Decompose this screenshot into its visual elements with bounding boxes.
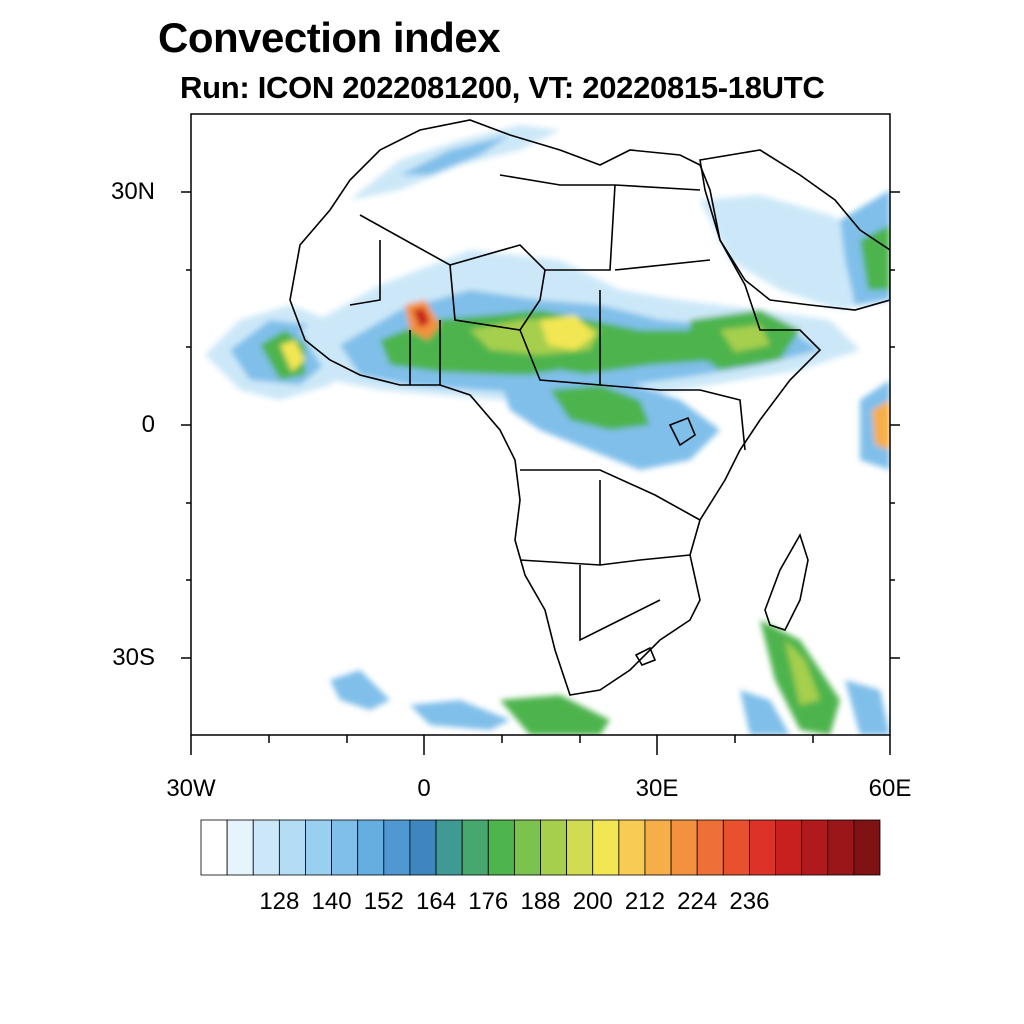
- colorbar-swatch-23: [801, 819, 829, 876]
- colorbar-label-188: 188: [520, 888, 561, 915]
- colorbar-swatch-5: [331, 819, 359, 876]
- field-se-streak-2: [845, 680, 890, 735]
- colorbar-swatch-9: [435, 819, 463, 876]
- colorbar-swatch-22: [775, 819, 803, 876]
- field-madagascar-south-warm: [785, 640, 820, 705]
- field-north-streak-2: [400, 135, 510, 175]
- y-tick-label-0: 0: [141, 411, 155, 438]
- border-3: [499, 174, 701, 191]
- plot-subtitle: Run: ICON 2022081200, VT: 20220815-18UTC: [180, 70, 825, 105]
- colorbar-label-176: 176: [468, 888, 509, 915]
- plot-title: Convection index: [158, 14, 501, 61]
- colorbar-swatch-24: [827, 819, 855, 876]
- field-south-atlantic-2: [410, 700, 510, 730]
- colorbar-swatch-20: [722, 819, 750, 876]
- colorbar-label-224: 224: [677, 888, 718, 915]
- y-tick-label-30n: 30N: [110, 178, 155, 205]
- colorbar-swatch-4: [305, 819, 332, 876]
- colorbar-swatch-15: [592, 819, 620, 876]
- colorbar-swatch-13: [540, 819, 568, 876]
- x-tick-label-0: 0: [417, 775, 431, 802]
- y-axis-ticks: [181, 191, 900, 659]
- colorbar-label-128: 128: [259, 888, 300, 915]
- lake-victoria: [668, 416, 696, 447]
- arabia-coast: [699, 149, 890, 311]
- x-tick-label-30e: 30E: [635, 775, 679, 802]
- colorbar-swatch-16: [618, 819, 646, 876]
- colorbar-swatch-1: [226, 819, 254, 876]
- field-oman-core: [860, 225, 890, 290]
- colorbar: [200, 819, 881, 876]
- x-tick-label-60e: 60E: [868, 775, 912, 802]
- colorbar-swatch-8: [409, 819, 437, 876]
- colorbar-swatch-2: [252, 819, 280, 876]
- field-south-atlantic-1: [330, 670, 390, 710]
- colorbar-swatch-6: [357, 819, 385, 876]
- border-12: [699, 389, 746, 451]
- colorbar-label-140: 140: [311, 888, 352, 915]
- field-central-africa-core: [550, 385, 650, 430]
- field-west-atlantic-hot: [280, 340, 305, 372]
- colorbar-label-164: 164: [416, 888, 457, 915]
- coastlines: [289, 119, 890, 696]
- y-tick-label-30s: 30S: [112, 644, 155, 671]
- x-tick-label-30w: 30W: [166, 775, 216, 802]
- colorbar-label-212: 212: [624, 888, 665, 915]
- colorbar-swatch-17: [644, 819, 672, 876]
- colorbar-swatch-10: [461, 819, 489, 876]
- convection-field: [205, 125, 890, 735]
- border-1: [349, 240, 381, 306]
- colorbar-label-152: 152: [363, 888, 404, 915]
- border-8: [520, 469, 701, 521]
- africa-coast: [289, 119, 822, 696]
- lesotho: [634, 646, 657, 666]
- field-se-streak: [740, 690, 790, 735]
- colorbar-swatch-25: [853, 819, 881, 876]
- colorbar-swatch-12: [513, 819, 541, 876]
- field-east-edge-core: [872, 400, 890, 450]
- colorbar-swatch-19: [696, 819, 724, 876]
- border-10: [579, 565, 661, 642]
- border-2: [359, 184, 616, 271]
- field-ethiopia-warm: [720, 325, 770, 352]
- colorbar-swatch-21: [749, 819, 776, 876]
- colorbar-swatch-3: [278, 819, 306, 876]
- colorbar-label-200: 200: [572, 888, 613, 915]
- field-sahel-hot: [540, 315, 595, 350]
- colorbar-swatch-18: [670, 819, 698, 876]
- field-south-atlantic-3: [500, 695, 610, 735]
- border-9: [519, 554, 691, 566]
- colorbar-label-236: 236: [729, 888, 770, 915]
- x-axis-ticks: [190, 735, 891, 755]
- field-mali-core: [413, 308, 430, 328]
- madagascar: [764, 533, 809, 631]
- colorbar-swatch-14: [566, 819, 594, 876]
- border-4: [614, 259, 711, 271]
- colorbar-swatch-0: [200, 819, 228, 876]
- colorbar-swatch-11: [487, 819, 515, 876]
- colorbar-swatch-7: [383, 819, 411, 876]
